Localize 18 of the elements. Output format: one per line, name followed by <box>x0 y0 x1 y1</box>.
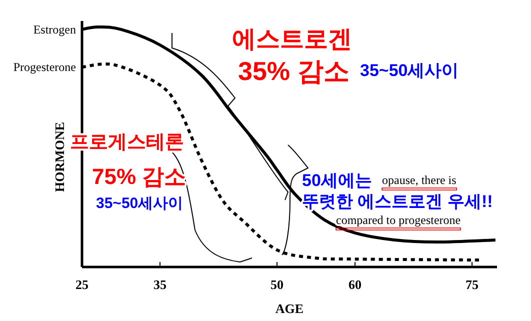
y-axis-title: HORMONE <box>52 122 67 192</box>
x-tick-label: 60 <box>348 277 362 292</box>
annotation: opause, there is <box>382 173 457 187</box>
annotation: 50세에는 <box>302 171 372 190</box>
x-tick-label: 35 <box>154 277 168 292</box>
series-label: Progesterone <box>13 60 76 74</box>
annotation: compared to progesterone <box>336 213 461 227</box>
annotation: 뚜렷한 에스트로겐 우세!! <box>302 192 493 211</box>
annotation: 75% 감소 <box>92 164 186 189</box>
x-tick-label: 25 <box>76 277 89 292</box>
annotation: 35~50세사이 <box>360 61 459 80</box>
x-axis-title: AGE <box>275 301 304 316</box>
x-tick-label: 75 <box>466 277 480 292</box>
series-label: Estrogen <box>33 22 76 36</box>
annotation: 에스트로겐 <box>232 26 352 53</box>
annotation: 35% 감소 <box>238 56 350 86</box>
x-tick-label: 50 <box>270 277 284 292</box>
annotation: 35~50세사이 <box>96 195 184 212</box>
